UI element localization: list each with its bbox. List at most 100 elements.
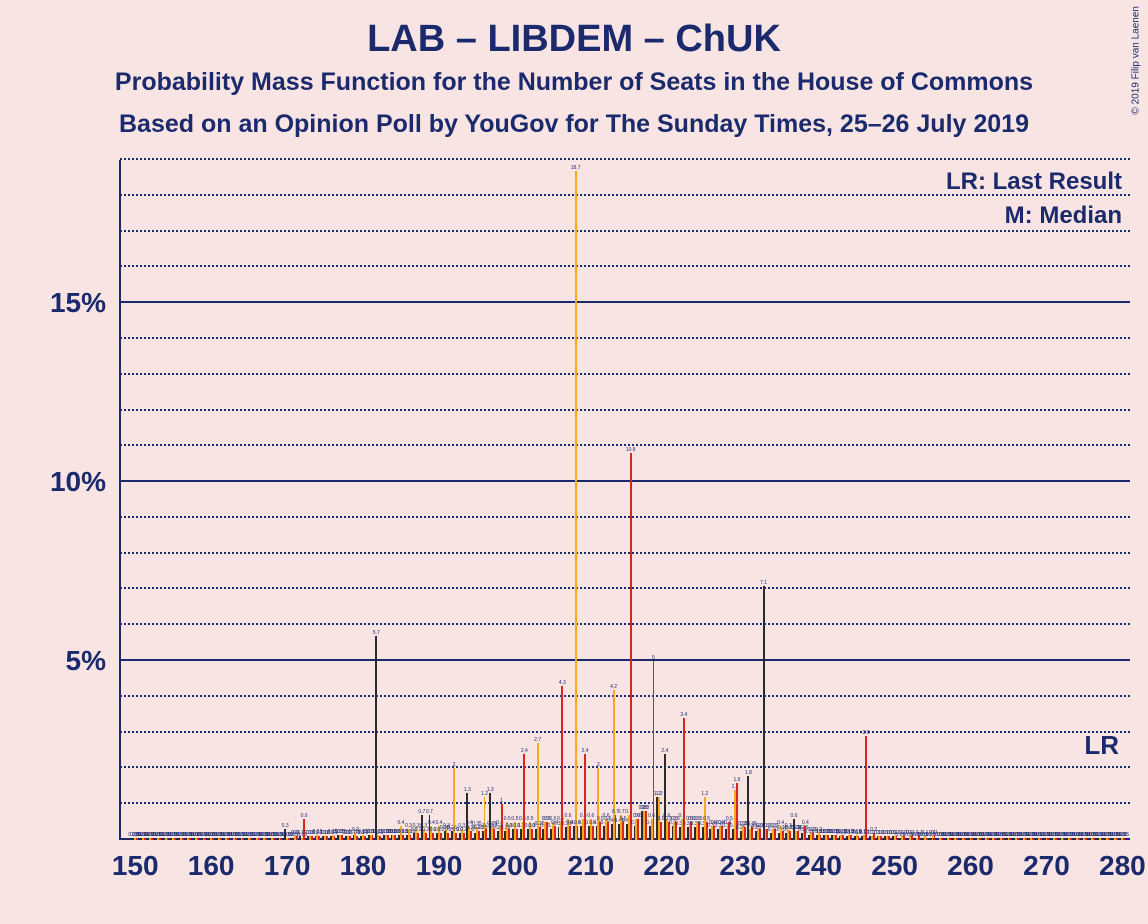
bar-red: 0.15: [402, 835, 404, 840]
gridline-major: [120, 659, 1130, 661]
bar-red: 0.2: [447, 833, 449, 840]
bar-red: 0.05: [1009, 838, 1011, 840]
bar-value-label: 0.6: [790, 813, 797, 819]
gridline-minor: [120, 802, 1130, 804]
bar-red: 0.5: [622, 822, 624, 840]
bar-red: 0.05: [151, 838, 153, 840]
bar-red: 1: [501, 804, 503, 840]
bar-value-label: 18.7: [571, 165, 581, 171]
gridline-minor: [120, 194, 1130, 196]
bar-red: 0.05: [1063, 838, 1065, 840]
bar-red: 0.1: [311, 836, 313, 840]
bar-red: 0.05: [956, 838, 958, 840]
bar-value-label: 0.5: [511, 816, 518, 822]
bar-red: 0.05: [1085, 838, 1087, 840]
bar-red: 0.05: [1070, 838, 1072, 840]
bar-red: 0.05: [167, 838, 169, 840]
bar-red: 0.2: [440, 833, 442, 840]
bar-red: 0.3: [508, 829, 510, 840]
bar-red: 0.05: [273, 838, 275, 840]
legend-last-result: LR: Last Result: [946, 168, 1122, 196]
bar-red: 0.15: [387, 835, 389, 840]
bar-red: 0.05: [174, 838, 176, 840]
bar-red: 0.05: [280, 838, 282, 840]
bar-red: 0.35: [744, 827, 746, 840]
bar-red: 0.05: [1101, 838, 1103, 840]
bar-black: 7.1: [763, 586, 765, 840]
bar-value-label: 2: [597, 762, 600, 768]
bar-red: 0.6: [637, 819, 639, 840]
bar-red: 0.1: [379, 836, 381, 840]
bar-red: 0.1: [888, 836, 890, 840]
x-tick-label: 160: [188, 850, 235, 882]
bar-value-label: 0.4: [428, 820, 435, 826]
x-tick-label: 240: [795, 850, 842, 882]
bar-value-label: 2.7: [534, 737, 541, 743]
bar-red: 0.1: [318, 836, 320, 840]
bar-red: 0.05: [1123, 838, 1125, 840]
bar-red: 0.2: [425, 833, 427, 840]
legend-median: M: Median: [1005, 202, 1122, 230]
gridline-minor: [120, 516, 1130, 518]
bar-value-label: 0.3: [282, 823, 289, 829]
bar-red: 0.05: [949, 838, 951, 840]
bar-red: 0.1: [334, 836, 336, 840]
x-tick-label: 230: [719, 850, 766, 882]
bar-value-label: 0.5: [504, 816, 511, 822]
bar-red: 0.4: [569, 826, 571, 840]
gridline-minor: [120, 230, 1130, 232]
x-tick-label: 250: [871, 850, 918, 882]
bar-red: 0.4: [577, 826, 579, 840]
bar-red: 0.3: [516, 829, 518, 840]
gridline-minor: [120, 766, 1130, 768]
bar-red: 0.05: [1116, 838, 1118, 840]
bar-red: 0.05: [136, 838, 138, 840]
chart-container: © 2019 Filip van Laenen LAB – LIBDEM – C…: [0, 0, 1148, 924]
bar-red: 0.05: [189, 838, 191, 840]
bar-red: 0.05: [212, 838, 214, 840]
bar-red: 0.05: [1047, 838, 1049, 840]
bar-red: 2.4: [584, 754, 586, 840]
bar-value-label: 0.4: [397, 820, 404, 826]
bar-value-label: 2.4: [521, 748, 528, 754]
bar-value-label: 2.4: [582, 748, 589, 754]
bar-red: 0.05: [220, 838, 222, 840]
bar-red: 0.05: [288, 838, 290, 840]
bar-red: 0.1: [349, 836, 351, 840]
gridline-minor: [120, 158, 1130, 160]
bar-red: 2.9: [865, 736, 867, 840]
bar-value-label: 5: [652, 655, 655, 661]
bar-red: 0.1: [326, 836, 328, 840]
bar-value-label: 1.2: [701, 791, 708, 797]
x-tick-label: 210: [567, 850, 614, 882]
bar-red: 0.8: [645, 811, 647, 840]
bar-red: 0.2: [463, 833, 465, 840]
bar-red: 0.15: [372, 835, 374, 840]
bar-red: 0.15: [827, 835, 829, 840]
bar-red: 0.15: [410, 835, 412, 840]
bar-value-label: 1.3: [464, 787, 471, 793]
bar-red: 0.05: [979, 838, 981, 840]
x-tick-label: 280: [1099, 850, 1146, 882]
bar-red: 0.35: [539, 827, 541, 840]
gridline-minor: [120, 265, 1130, 267]
bar-red: 1.6: [736, 783, 738, 840]
bar-red: 0.6: [303, 819, 305, 840]
bar-value-label: 0.7: [618, 809, 625, 815]
bar-red: 0.05: [204, 838, 206, 840]
bar-red: 0.05: [994, 838, 996, 840]
bar-value-label: 4.3: [559, 680, 566, 686]
bar-red: 0.05: [144, 838, 146, 840]
bar-red: 0.3: [759, 829, 761, 840]
bar-red: 0.15: [820, 835, 822, 840]
gridline-minor: [120, 409, 1130, 411]
bar-red: 0.05: [1093, 838, 1095, 840]
bar-red: 0.3: [485, 829, 487, 840]
bar-red: 0.05: [1078, 838, 1080, 840]
bar-red: 10.8: [630, 453, 632, 840]
bar-red: 0.4: [592, 826, 594, 840]
bar-red: 0.05: [1040, 838, 1042, 840]
bar-black: 5.7: [375, 636, 377, 840]
gridline-minor: [120, 623, 1130, 625]
gridline-major: [120, 480, 1130, 482]
